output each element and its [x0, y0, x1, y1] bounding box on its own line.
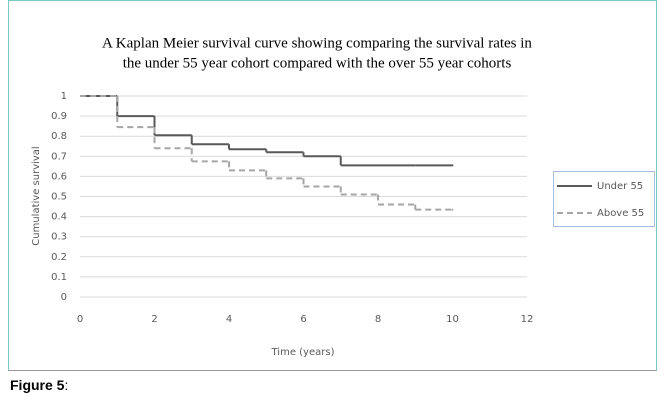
x-tick-label: 10: [446, 314, 459, 325]
y-tick-label: 0.4: [51, 212, 67, 223]
legend-label: Under 55: [597, 181, 643, 192]
step-end: [451, 208, 454, 211]
figure-label: Figure 5: [10, 377, 65, 393]
y-axis-label: Cumulative survival: [31, 146, 42, 245]
x-tick-label: 8: [375, 314, 381, 325]
y-tick-label: 0.7: [51, 151, 67, 162]
y-tick-label: 0.6: [51, 171, 67, 182]
x-axis-label: Time (years): [271, 347, 335, 358]
x-tick-label: 0: [77, 314, 83, 325]
step-end: [451, 164, 454, 167]
x-tick-label: 2: [151, 314, 157, 325]
legend-box: [553, 171, 655, 227]
y-tick-label: 0.9: [51, 111, 67, 122]
x-tick-label: 4: [226, 314, 232, 325]
y-tick-label: 0.8: [51, 131, 67, 142]
y-tick-label: 0.1: [51, 272, 67, 283]
y-tick-label: 1: [61, 91, 67, 102]
y-tick-label: 0.2: [51, 252, 67, 263]
figure-caption: Figure 5:: [10, 377, 68, 393]
chart-title: the under 55 year cohort compared with t…: [123, 55, 512, 71]
y-tick-label: 0: [61, 292, 67, 303]
y-tick-label: 0.5: [51, 192, 67, 203]
chart-title: A Kaplan Meier survival curve showing co…: [102, 35, 532, 51]
y-tick-label: 0.3: [51, 232, 67, 243]
x-tick-label: 6: [300, 314, 306, 325]
legend-label: Above 55: [597, 208, 644, 219]
figure-suffix: :: [64, 377, 68, 393]
x-tick-label: 12: [521, 314, 534, 325]
